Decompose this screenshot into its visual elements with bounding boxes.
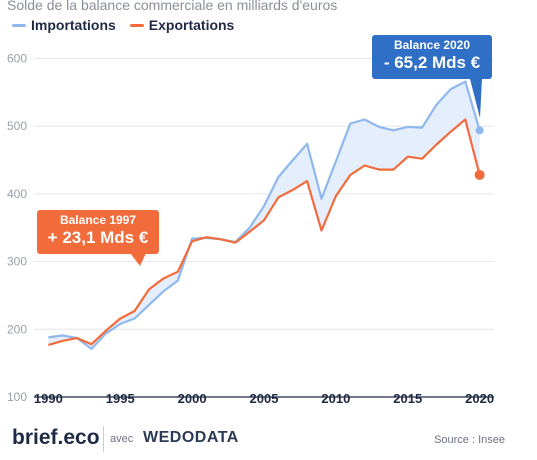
brand-logo: brief.eco	[12, 426, 100, 449]
end-point-importations	[475, 126, 484, 135]
y-tick-label-600: 600	[7, 52, 27, 66]
x-tick-label-1995: 1995	[106, 391, 135, 406]
callout-1997-value: + 23,1 Mds €	[47, 228, 149, 247]
legend-label-importations: Importations	[31, 17, 116, 33]
x-tick-label-2015: 2015	[393, 391, 422, 406]
x-tick-label-1990: 1990	[34, 391, 63, 406]
chart-legend: Importations Exportations	[12, 17, 234, 33]
y-tick-label-300: 300	[7, 255, 27, 269]
series-line-importations	[48, 80, 481, 350]
y-tick-label-400: 400	[7, 187, 27, 201]
callout-2020-value: - 65,2 Mds €	[383, 53, 481, 72]
x-tick-label-2010: 2010	[321, 391, 350, 406]
y-tick-label-200: 200	[7, 322, 27, 336]
series-line-exportations	[48, 118, 481, 346]
callout-balance-2020: Balance 2020 - 65,2 Mds €	[372, 35, 492, 79]
x-tick-label-2005: 2005	[250, 391, 279, 406]
legend-swatch-importations	[12, 23, 26, 27]
legend-item-importations: Importations	[12, 17, 116, 33]
y-tick-label-500: 500	[7, 119, 27, 133]
chart-area: 100 200 300 400 500 600 1990 1995 2000 2005 2010 20…	[7, 52, 494, 406]
x-tick-label-2000: 2000	[178, 391, 207, 406]
end-point-exportations	[474, 169, 485, 180]
legend-swatch-exportations	[129, 23, 144, 27]
balance-gap-area	[48, 81, 480, 349]
callout-2020-title: Balance 2020	[393, 38, 471, 52]
legend-label-exportations: Exportations	[148, 17, 235, 33]
source-note: Source : Insee	[434, 434, 505, 446]
callout-1997-pointer	[130, 253, 146, 266]
callout-1997-title: Balance 1997	[59, 213, 137, 227]
footer-with: avec	[110, 433, 134, 445]
callout-balance-1997: Balance 1997 + 23,1 Mds €	[37, 210, 159, 254]
footer-divider	[103, 426, 104, 452]
legend-item-exportations: Exportations	[129, 17, 235, 33]
chart-subtitle: Solde de la balance commerciale en milli…	[7, 0, 338, 13]
partner-logo: WEDODATA	[143, 429, 239, 446]
x-tick-label-2020: 2020	[465, 391, 494, 406]
callout-2020-pointer	[470, 79, 482, 118]
y-tick-label-100: 100	[7, 390, 27, 404]
